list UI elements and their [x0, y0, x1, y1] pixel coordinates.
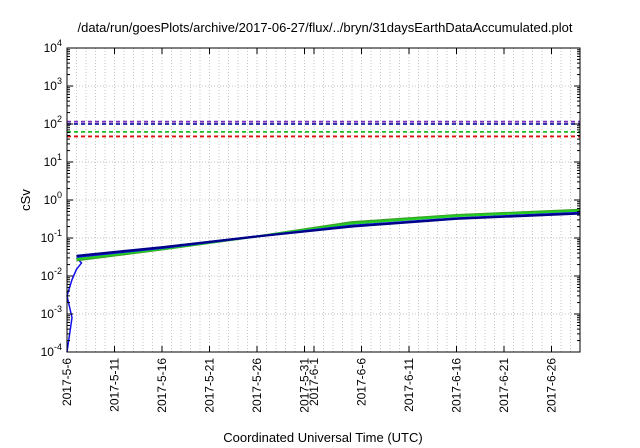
x-tick-label: 2017-5-21 — [203, 358, 217, 413]
x-tick-label: 2017-6-16 — [450, 358, 464, 413]
x-tick-label: 2017-6-11 — [402, 358, 416, 412]
y-tick-label: 100 — [44, 190, 62, 207]
reference-lines — [67, 120, 580, 138]
series-layer — [66, 208, 581, 353]
y-tick-label: 10-4 — [41, 342, 62, 359]
grid — [67, 48, 580, 352]
y-tick-label: 104 — [44, 38, 62, 55]
y-tick-label: 10-3 — [41, 304, 62, 321]
y-tick-label: 10-1 — [41, 228, 62, 245]
x-tick-label: 2017-6-1 — [307, 358, 321, 406]
x-tick-label: 2017-6-26 — [545, 358, 559, 413]
x-tick-label: 2017-5-6 — [60, 358, 74, 406]
x-tick-label: 2017-5-26 — [250, 358, 264, 413]
y-tick-label: 101 — [44, 152, 62, 169]
x-axis-title: Coordinated Universal Time (UTC) — [223, 430, 422, 445]
y-axis-title: cSv — [18, 189, 33, 211]
x-tick-label: 2017-5-31 — [298, 358, 312, 413]
y-axis: 10-4 10-3 10-2 10-1 100 101 102 103 104 — [41, 38, 580, 359]
initial-rise-line — [66, 257, 83, 353]
x-tick-label: 2017-6-21 — [497, 358, 511, 413]
chart-title: /data/run/goesPlots/archive/2017-06-27/f… — [77, 20, 572, 35]
x-tick-label: 2017-5-11 — [108, 358, 122, 412]
series-line — [76, 212, 581, 257]
y-tick-label: 103 — [44, 76, 62, 93]
x-tick-label: 2017-6-6 — [355, 358, 369, 406]
y-tick-label: 10-2 — [41, 266, 62, 283]
x-axis: 2017-5-6 2017-5-11 2017-5-16 2017-5-21 2017-… — [60, 48, 559, 413]
x-tick-label: 2017-5-16 — [155, 358, 169, 413]
y-tick-label: 102 — [44, 114, 62, 131]
